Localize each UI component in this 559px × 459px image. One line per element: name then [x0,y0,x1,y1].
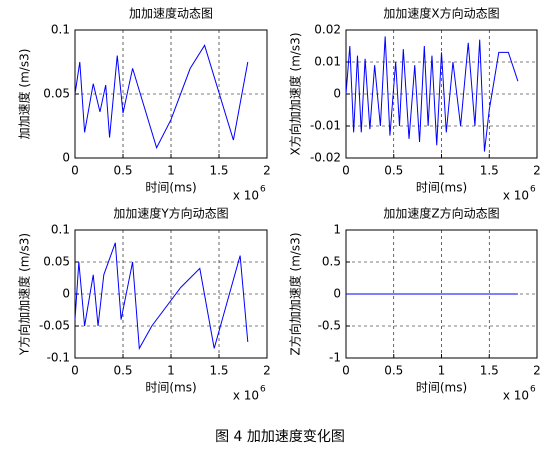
y-tick-label: 0.05 [43,255,70,269]
y-tick-label: -0.02 [310,151,341,165]
x-tick-label: 0 [71,364,79,378]
x-tick-label: 1.5 [480,164,499,178]
x-tick-label: 0 [342,364,350,378]
y-tick-label: 0 [333,287,341,301]
y-tick-label: 0 [62,151,70,165]
x-scale-exponent: 6 [530,185,536,195]
y-tick-label: 0.1 [51,223,70,237]
figure-caption: 图 4 加加速度变化图 [215,429,345,445]
y-tick-label: 1 [333,223,341,237]
chart-title: 加加速度X方向动态图 [383,6,499,21]
x-axis-label: 时间(ms) [145,181,196,195]
x-axis-label: 时间(ms) [145,381,196,395]
x-tick-label: 0.5 [384,164,403,178]
x-tick-label: 0 [71,164,79,178]
x-tick-label: 1 [438,164,446,178]
x-scale-label: x 10 [503,189,529,203]
y-tick-label: -0.05 [39,319,70,333]
x-tick-label: 2 [533,164,541,178]
y-axis-label: 加加速度 (m/s3) [17,49,32,140]
x-tick-label: 0.5 [113,164,132,178]
y-tick-label: -0.5 [318,319,341,333]
x-tick-label: 0.5 [384,364,403,378]
data-line [345,36,519,152]
x-scale-exponent: 6 [260,185,266,195]
x-tick-label: 2 [263,164,271,178]
y-axis-label: Y方向加加速度 (m/s3) [17,233,32,356]
y-axis-label: X方向加加速度 (m/s3) [288,32,303,155]
y-tick-label: 0.1 [51,23,70,37]
y-tick-label: 0 [62,287,70,301]
x-scale-label: x 10 [233,189,259,203]
x-tick-label: 0 [342,164,350,178]
axes-frame [74,229,268,359]
y-axis-label: Z方向加加速度 (m/s3) [288,232,303,355]
chart-title: 加加速度Y方向动态图 [113,206,228,221]
x-tick-label: 1 [167,164,175,178]
x-axis-label: 时间(ms) [416,181,467,195]
x-scale-label: x 10 [503,389,529,403]
y-tick-label: 0.02 [314,23,341,37]
y-tick-label: 0.5 [322,255,341,269]
x-tick-label: 2 [263,364,271,378]
data-line [74,44,249,150]
y-tick-label: 0.05 [43,87,70,101]
x-tick-label: 1.5 [209,164,228,178]
y-tick-label: 0.01 [314,55,341,69]
x-tick-label: 1 [167,364,175,378]
chart-title: 加加速度动态图 [129,6,213,21]
x-scale-exponent: 6 [530,385,536,395]
y-tick-label: -0.01 [310,119,341,133]
x-axis-label: 时间(ms) [416,381,467,395]
x-tick-label: 1.5 [480,364,499,378]
x-tick-label: 0.5 [113,364,132,378]
data-line [74,242,249,351]
y-tick-label: 0 [333,87,341,101]
y-tick-label: -1 [329,351,341,365]
x-tick-label: 1.5 [209,364,228,378]
chart-title: 加加速度Z方向动态图 [383,206,499,221]
x-tick-label: 1 [438,364,446,378]
x-scale-exponent: 6 [260,385,266,395]
x-tick-label: 2 [533,364,541,378]
y-tick-label: -0.1 [47,351,70,365]
x-scale-label: x 10 [233,389,259,403]
